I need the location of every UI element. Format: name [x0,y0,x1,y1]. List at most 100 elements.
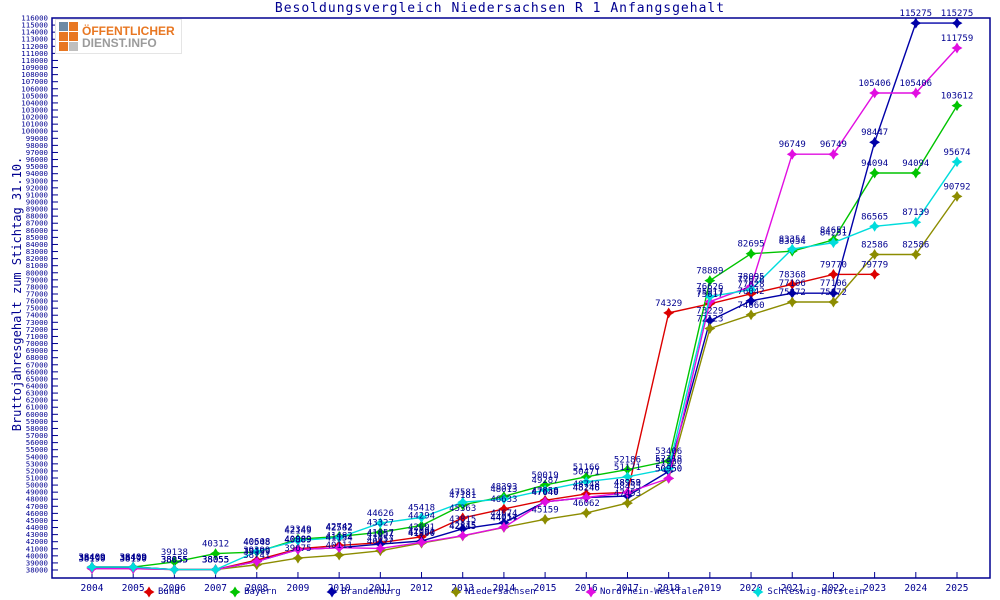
data-point-label: 50950 [655,464,682,474]
data-point-label: 115275 [900,9,933,19]
y-tick-label: 112000 [21,42,48,51]
data-point-label: 38190 [120,555,147,565]
site-logo[interactable]: ÖFFENTLICHER DIENST.INFO [55,19,182,54]
data-point-marker [127,561,139,573]
data-point-label: 48953 [614,478,641,488]
data-point-label: 46633 [490,495,517,505]
data-point-label: 48959 [614,478,641,488]
data-point-label: 77106 [779,279,806,289]
y-tick-label: 59000 [26,417,48,426]
data-point-label: 105406 [900,79,933,89]
y-tick-label: 86000 [26,226,48,235]
y-tick-label: 48000 [26,495,48,504]
data-point-label: 77106 [820,279,847,289]
y-tick-label: 38000 [26,566,48,575]
data-point-label: 41482 [326,531,353,541]
data-point-label: 90792 [943,182,970,192]
data-point-label: 41057 [367,534,394,544]
data-point-marker [251,546,263,557]
y-tick-label: 68000 [26,353,48,362]
data-point-marker [663,307,675,319]
data-point-label: 53406 [655,447,682,457]
y-tick-label: 84000 [26,240,48,249]
data-point-marker [827,268,839,280]
data-point-label: 74060 [738,301,765,311]
data-point-label: 38055 [161,556,188,566]
data-point-label: 52318 [655,455,682,465]
data-point-marker [210,564,222,576]
y-tick-label: 75000 [26,304,48,313]
data-point-marker [951,17,963,29]
data-point-marker [457,512,469,524]
data-point-marker [292,544,304,556]
y-tick-label: 100000 [21,127,48,136]
y-tick-label: 81000 [26,261,48,270]
data-point-marker [374,526,386,538]
data-point-label: 77028 [738,280,765,290]
data-point-marker [374,517,386,529]
data-point-marker [910,249,922,260]
data-point-marker [827,237,839,249]
data-point-label: 75917 [696,288,723,298]
y-tick-label: 92000 [26,183,48,192]
series-line [92,195,958,571]
y-tick-label: 107000 [21,77,48,86]
data-point-marker [333,532,345,544]
plot-border [51,17,991,579]
data-point-label: 75617 [696,290,723,300]
data-point-label: 43327 [367,518,394,528]
logo-square [59,22,68,31]
data-point-label: 47640 [532,488,559,498]
y-tick-label: 93000 [26,176,48,185]
data-point-label: 40889 [284,536,311,546]
y-tick-label: 83000 [26,247,48,256]
data-point-label: 75872 [779,288,806,298]
legend-item-schleswig-holstein: Schleswig-Holstein [752,586,865,598]
y-tick-label: 39000 [26,558,48,567]
data-point-label: 82586 [861,240,888,250]
data-point-label: 94094 [902,159,929,169]
data-point-marker [539,484,551,496]
y-tick-label: 106000 [21,84,48,93]
y-tick-label: 51000 [26,474,48,483]
data-point-label: 72123 [696,315,723,325]
data-point-label: 82586 [902,240,929,250]
y-tick-label: 72000 [26,325,48,334]
data-point-label: 105406 [858,79,891,89]
y-tick-label: 42000 [26,537,48,546]
series-niedersachsen [86,190,963,576]
data-point-marker [910,87,922,99]
x-tick-label: 2006 [163,583,186,594]
data-point-label: 40548 [243,538,270,548]
y-tick-label: 91000 [26,190,48,199]
data-point-label: 96749 [779,140,806,150]
data-point-label: 40312 [202,540,229,550]
data-point-label: 38055 [161,556,188,566]
data-point-label: 48246 [573,483,600,493]
data-point-label: 40111 [326,541,353,551]
data-point-marker [745,309,757,321]
y-tick-label: 64000 [26,382,48,391]
data-point-label: 38409 [78,553,105,563]
data-point-label: 42349 [284,525,311,535]
x-tick-label: 2023 [863,583,886,594]
legend-marker-icon [585,586,597,598]
y-tick-label: 116000 [21,14,48,23]
legend-item-brandenburg: Brandenburg [326,586,401,598]
logo-square [69,22,78,31]
data-point-label: 103612 [941,92,974,102]
y-tick-label: 46000 [26,509,48,518]
y-tick-label: 114000 [21,28,48,37]
data-point-marker [292,535,304,547]
data-point-label: 94094 [861,159,888,169]
y-tick-label: 74000 [26,311,48,320]
series-bayern [86,100,963,573]
data-point-marker [663,463,675,475]
logo-square [59,42,68,51]
y-tick-label: 54000 [26,452,48,461]
data-point-label: 96749 [820,140,847,150]
y-tick-label: 108000 [21,70,48,79]
y-tick-label: 63000 [26,389,48,398]
data-point-marker [827,148,839,160]
data-point-marker [580,507,592,519]
